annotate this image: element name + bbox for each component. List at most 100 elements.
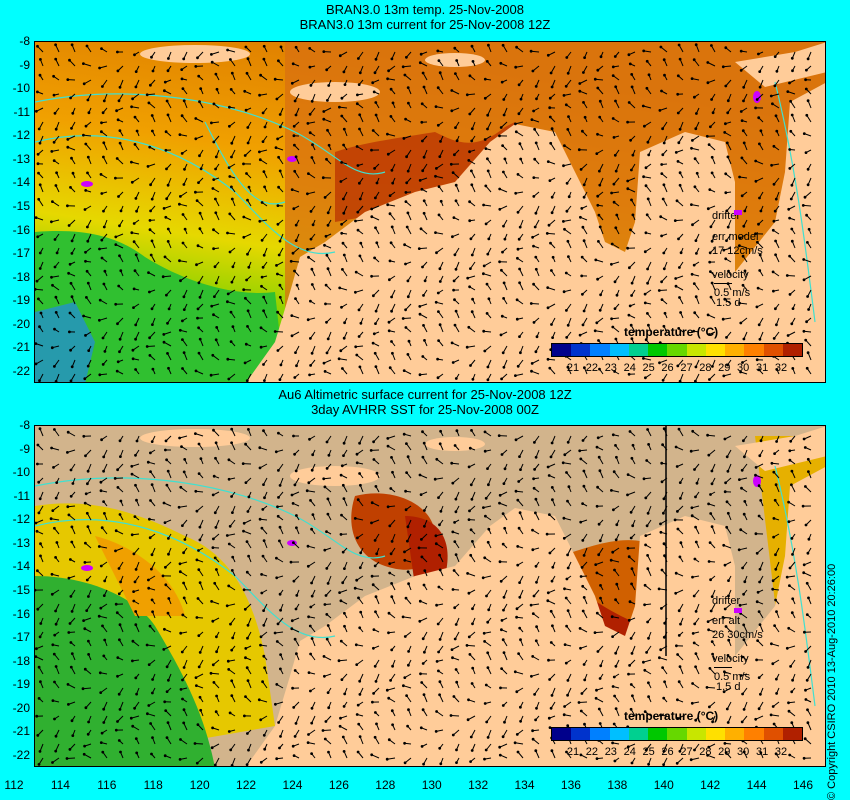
current-arrow-head	[531, 737, 535, 741]
current-arrow-head	[706, 753, 709, 757]
current-arrow-head	[258, 219, 262, 223]
current-arrow-head	[420, 187, 424, 191]
current-arrow-head	[534, 455, 538, 459]
current-arrow-head	[194, 117, 198, 120]
current-arrow-head	[645, 651, 648, 654]
current-arrow-head	[103, 512, 106, 515]
current-arrow-head	[580, 566, 584, 569]
current-arrow-head	[707, 143, 711, 146]
current-arrow-head	[341, 550, 345, 554]
current-arrow-head	[614, 651, 618, 655]
current-arrow-head	[182, 183, 186, 186]
current-arrow-head	[629, 707, 633, 711]
current-arrow-head	[498, 493, 502, 497]
current-arrow-head	[242, 521, 246, 525]
current-arrow-head	[262, 654, 266, 658]
current-arrow-head	[130, 105, 133, 109]
current-arrow-head	[679, 251, 683, 255]
current-arrow-head	[38, 267, 42, 270]
current-arrow-head	[86, 482, 89, 486]
current-arrow-head	[147, 704, 151, 707]
current-arrow-head	[259, 326, 263, 330]
current-arrow-head	[276, 137, 280, 141]
current-arrow-head	[694, 540, 698, 544]
current-arrow-head	[150, 197, 154, 201]
current-arrow-head	[390, 648, 394, 652]
current-arrow-head	[406, 724, 410, 728]
current-arrow-head	[197, 634, 201, 638]
current-arrow-head	[374, 101, 378, 104]
current-arrow-head	[676, 527, 680, 531]
current-arrow-head	[593, 329, 597, 333]
current-arrow-head	[611, 635, 614, 639]
current-arrow-head	[406, 353, 410, 356]
current-arrow-head	[709, 270, 712, 274]
current-arrow-head	[807, 537, 811, 541]
current-arrow-head	[806, 57, 810, 61]
current-arrow-head	[261, 554, 265, 558]
current-arrow-head	[531, 69, 535, 73]
current-arrow-head	[278, 525, 282, 529]
current-arrow-head	[454, 309, 458, 313]
current-arrow-head	[805, 366, 809, 370]
current-arrow-head	[695, 171, 699, 175]
current-arrow-head	[134, 197, 138, 200]
current-arrow-head	[135, 692, 138, 696]
current-arrow-head	[599, 596, 602, 600]
current-arrow-head	[306, 544, 310, 548]
current-arrow-head	[182, 581, 186, 585]
current-arrow-head	[643, 603, 646, 607]
current-arrow-head	[741, 254, 745, 258]
current-arrow-head	[757, 52, 760, 56]
current-arrow-head	[279, 667, 282, 671]
current-arrow-head	[723, 670, 726, 674]
current-arrow-head	[595, 445, 599, 449]
current-arrow-head	[626, 473, 630, 476]
current-arrow-head	[804, 151, 808, 154]
current-arrow-head	[530, 369, 533, 373]
current-arrow-head	[181, 697, 184, 701]
current-arrow-head	[370, 574, 374, 578]
current-arrow-head	[487, 483, 490, 487]
current-arrow-head	[646, 312, 649, 315]
current-arrow-head	[53, 265, 57, 269]
current-arrow-head	[551, 255, 555, 259]
current-arrow-head	[373, 539, 377, 542]
current-arrow-head	[786, 334, 790, 337]
current-arrow-head	[102, 500, 105, 503]
current-arrow-head	[179, 688, 183, 691]
current-arrow-head	[774, 553, 777, 557]
current-arrow-head	[69, 494, 73, 498]
current-arrow-head	[196, 597, 200, 600]
current-arrow-head	[82, 82, 86, 86]
current-arrow-head	[581, 439, 585, 442]
current-arrow-head	[197, 665, 201, 669]
current-arrow-head	[421, 455, 425, 459]
current-arrow-head	[437, 213, 441, 217]
current-arrow-head	[195, 263, 198, 267]
current-arrow-head	[244, 481, 248, 484]
current-arrow-head	[678, 183, 682, 187]
current-arrow-head	[547, 716, 551, 720]
current-arrow-head	[469, 553, 473, 557]
current-arrow-head	[502, 98, 506, 101]
current-arrow-head	[740, 119, 744, 122]
current-arrow-head	[388, 194, 392, 198]
current-arrow-head	[646, 197, 650, 201]
current-arrow-head	[772, 470, 776, 474]
current-arrow-head	[758, 454, 762, 458]
current-arrow-head	[337, 659, 341, 663]
current-arrow-head	[581, 225, 585, 229]
current-arrow-head	[597, 553, 601, 557]
current-arrow-head	[278, 295, 282, 299]
current-arrow-head	[405, 225, 409, 229]
current-arrow-head	[518, 267, 522, 271]
current-arrow-head	[434, 174, 437, 178]
current-arrow-head	[788, 216, 791, 220]
current-arrow-head	[467, 518, 471, 521]
current-arrow-head	[179, 738, 182, 741]
current-arrow-head	[310, 594, 314, 598]
current-arrow-head	[564, 103, 568, 107]
current-arrow-head	[660, 480, 664, 484]
current-arrow-head	[725, 336, 728, 339]
